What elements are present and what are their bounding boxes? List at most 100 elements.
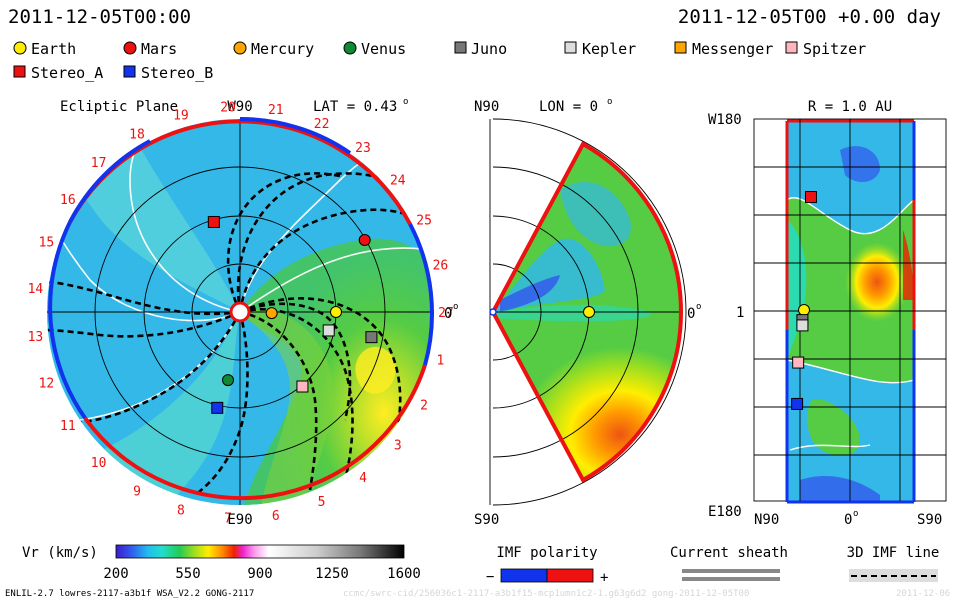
map-y-mid-label: 1 (736, 305, 744, 321)
imf-positive-swatch (546, 568, 594, 583)
lon-text: LON = 0 (539, 99, 598, 115)
legend-label: Messenger (692, 40, 773, 58)
carrington-tick-label: 13 (28, 330, 44, 345)
carrington-tick-label: 19 (173, 109, 189, 124)
carrington-tick-label: 8 (177, 503, 185, 518)
meridional-bottom-label: S90 (474, 512, 499, 528)
legend-label: Stereo_B (141, 64, 213, 82)
ecliptic-objects (207, 215, 378, 414)
carrington-tick-label: 24 (390, 174, 406, 189)
carrington-tick-label: 15 (39, 236, 55, 251)
juno-marker-icon (454, 41, 467, 54)
spitzer-marker-icon (785, 41, 798, 54)
carrington-tick-label: 16 (60, 193, 76, 208)
venus-marker-icon (343, 41, 357, 55)
mercury-marker-icon (233, 41, 247, 55)
ecliptic-top-label: W90 (227, 99, 252, 115)
degree-mark: o (696, 302, 701, 312)
stereo-b-marker (211, 401, 224, 414)
stereo-a-marker (804, 191, 817, 204)
colorbar-tick-label: 200 (103, 566, 128, 582)
colorbar-tick-label: 1600 (387, 566, 421, 582)
carrington-tick-label: 4 (359, 471, 367, 486)
legend: Earth Mars Mercury Venus Juno Kepler Mes… (13, 40, 866, 82)
zero-text: 0 (444, 306, 452, 322)
current-sheath-legend: Current sheath (670, 545, 788, 581)
stereo-b-marker-icon (123, 65, 136, 78)
legend-item-earth: Earth (13, 40, 76, 58)
legend-item-kepler: Kepler (564, 40, 636, 58)
lat-text: LAT = 0.43 (313, 99, 397, 115)
legend-item-spitzer: Spitzer (785, 40, 866, 58)
legend-item-stereo-a: Stereo_A (13, 64, 103, 82)
meridional-right-label: 0 o (687, 302, 701, 322)
earth-marker (583, 306, 595, 318)
legend-label: Juno (471, 40, 507, 58)
kepler-marker-icon (564, 41, 577, 54)
venus-marker (221, 374, 234, 387)
degree-mark: o (403, 97, 408, 107)
messenger-marker-icon (674, 41, 687, 54)
spitzer-marker (296, 380, 309, 393)
mercury-marker (265, 307, 278, 320)
current-sheath-swatch (682, 569, 780, 573)
legend-item-venus: Venus (343, 40, 406, 58)
kepler-marker (796, 319, 809, 332)
carrington-tick-label: 23 (355, 141, 371, 156)
imf-plus: + (600, 570, 608, 586)
legend-label: Stereo_A (31, 64, 103, 82)
carrington-tick-label: 12 (39, 376, 55, 391)
carrington-tick-label: 1 (437, 354, 445, 369)
imf-line-legend: 3D IMF line (847, 545, 940, 582)
degree-mark: o (453, 302, 458, 312)
kepler-marker (322, 324, 335, 337)
carrington-tick-label: 18 (129, 128, 145, 143)
carrington-tick-label: 5 (318, 495, 326, 510)
spitzer-marker (792, 356, 805, 369)
meridional-objects (583, 306, 595, 318)
carrington-tick-label: 11 (60, 419, 76, 434)
map-panel: R = 1.0 AU W180 1 E180 (708, 99, 947, 528)
imf-polarity-legend: IMF polarity − + (486, 545, 608, 586)
model-info: ENLIL-2.7 lowres-2117-a3b1f WSA_V2.2 GON… (5, 589, 254, 599)
carrington-tick-label: 9 (133, 484, 141, 499)
legend-label: Mercury (251, 40, 314, 58)
legend-label: Kepler (582, 40, 636, 58)
legend-item-mars: Mars (123, 40, 177, 58)
legend-item-messenger: Messenger (674, 40, 773, 58)
carrington-tick-label: 7 (224, 512, 232, 527)
carrington-tick-label: 6 (272, 509, 280, 524)
carrington-tick-label: 17 (91, 156, 107, 171)
legend-label: Earth (31, 40, 76, 58)
colorbar-tick-label: 550 (175, 566, 200, 582)
mars-marker-icon (123, 41, 137, 55)
colorbar: Vr (km/s) 200 550 900 1250 1600 (22, 544, 421, 582)
juno-marker (365, 331, 378, 344)
colorbar-ticks: 200 550 900 1250 1600 (103, 566, 421, 582)
stereo-b-marker (791, 397, 804, 410)
stereo-a-marker-icon (13, 65, 26, 78)
ecliptic-bottom-label: E90 (227, 512, 252, 528)
legend-item-stereo-b: Stereo_B (123, 64, 213, 82)
map-objects (791, 191, 817, 410)
watermark: ccmc/swrc-cid/256036c1-2117-a3b1f15-mcp1… (343, 589, 749, 599)
imf-negative-swatch (500, 568, 548, 583)
zero-text: 0 (687, 306, 695, 322)
legend-item-juno: Juno (454, 40, 507, 58)
carrington-tick-label: 25 (416, 214, 432, 229)
datetime-left: 2011-12-05T00:00 (8, 6, 191, 28)
degree-mark: o (853, 509, 858, 519)
colorbar-label: Vr (km/s) (22, 545, 98, 561)
carrington-tick-label: 22 (314, 117, 330, 132)
legend-label: Spitzer (803, 40, 866, 58)
earth-marker (330, 306, 342, 318)
map-contour-field (787, 121, 914, 502)
colorbar-tick-label: 1250 (315, 566, 349, 582)
ecliptic-panel: Ecliptic Plane W90 LAT = 0.43 o (28, 97, 459, 528)
map-y-top-label: W180 (708, 112, 742, 128)
carrington-tick-label: 26 (433, 258, 449, 273)
imf-line-title: 3D IMF line (847, 545, 940, 561)
meridional-top-label: N90 (474, 99, 499, 115)
sun-marker (229, 301, 251, 323)
